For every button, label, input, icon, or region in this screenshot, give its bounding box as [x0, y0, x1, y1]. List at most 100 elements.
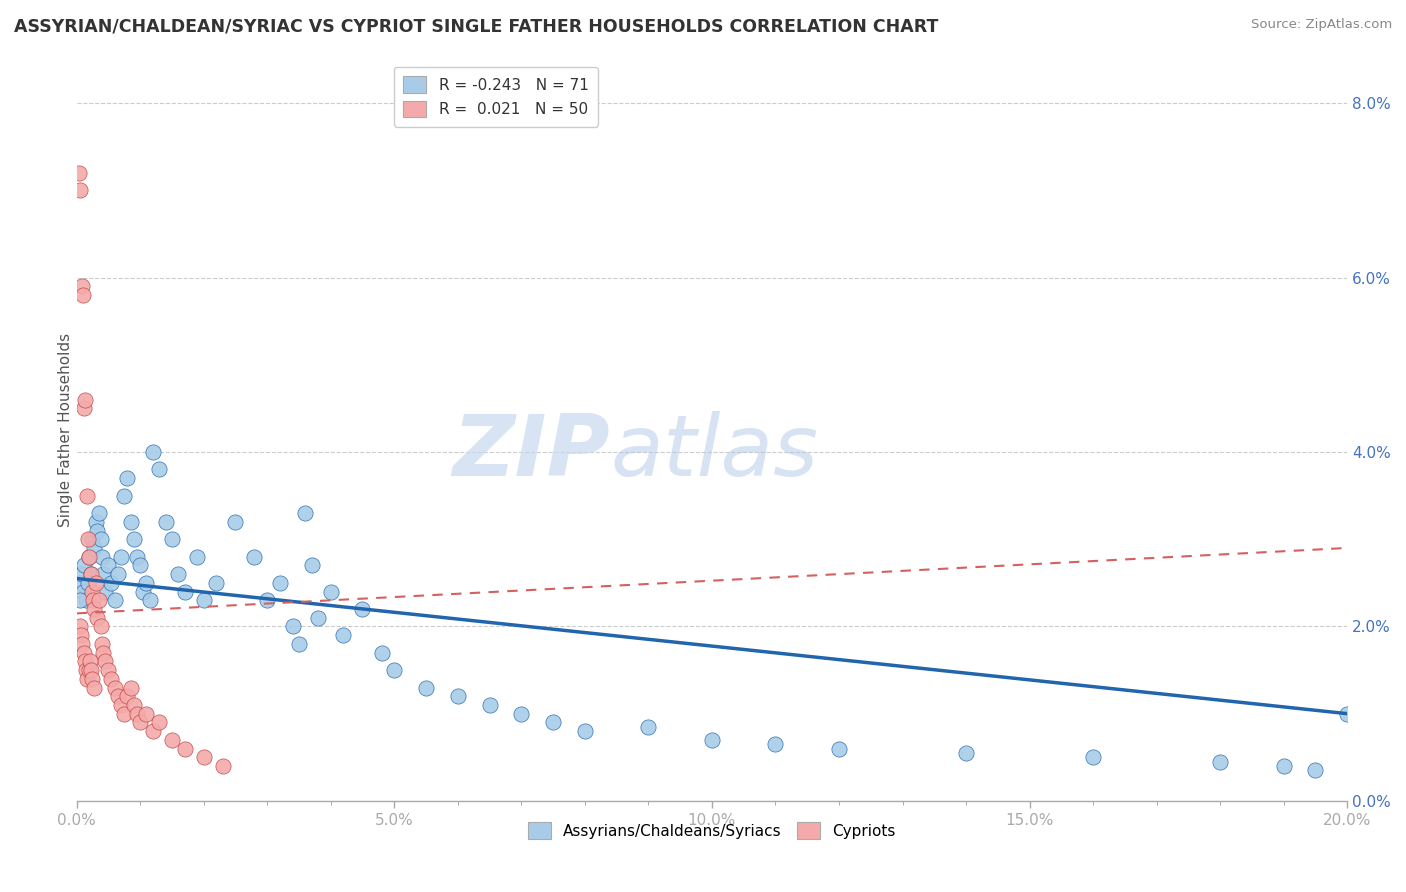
- Text: ZIP: ZIP: [453, 411, 610, 494]
- Point: [281, 619, 304, 633]
- Point: [94, 584, 117, 599]
- Point: [79, 567, 101, 582]
- Point: [160, 533, 183, 547]
- Point: [1336, 706, 1358, 721]
- Point: [82, 533, 104, 547]
- Point: [382, 663, 405, 677]
- Point: [828, 741, 851, 756]
- Point: [110, 549, 132, 564]
- Point: [70, 567, 93, 582]
- Point: [87, 593, 110, 607]
- Point: [69, 593, 91, 607]
- Point: [193, 593, 215, 607]
- Point: [319, 584, 342, 599]
- Point: [478, 698, 501, 712]
- Point: [84, 515, 107, 529]
- Point: [243, 549, 266, 564]
- Point: [73, 654, 96, 668]
- Point: [138, 593, 160, 607]
- Point: [637, 720, 659, 734]
- Point: [129, 558, 152, 573]
- Point: [132, 584, 155, 599]
- Point: [294, 506, 316, 520]
- Point: [97, 558, 120, 573]
- Point: [510, 706, 533, 721]
- Point: [73, 401, 96, 416]
- Point: [224, 515, 246, 529]
- Point: [70, 628, 93, 642]
- Text: ASSYRIAN/CHALDEAN/SYRIAC VS CYPRIOT SINGLE FATHER HOUSEHOLDS CORRELATION CHART: ASSYRIAN/CHALDEAN/SYRIAC VS CYPRIOT SING…: [14, 18, 938, 36]
- Point: [167, 567, 190, 582]
- Point: [332, 628, 354, 642]
- Point: [541, 715, 564, 730]
- Point: [447, 690, 470, 704]
- Point: [269, 575, 291, 590]
- Point: [142, 724, 165, 739]
- Point: [142, 445, 165, 459]
- Point: [120, 681, 142, 695]
- Point: [104, 593, 127, 607]
- Point: [84, 575, 107, 590]
- Point: [75, 663, 97, 677]
- Point: [75, 593, 97, 607]
- Point: [104, 681, 127, 695]
- Point: [72, 584, 94, 599]
- Point: [148, 715, 170, 730]
- Point: [193, 750, 215, 764]
- Point: [70, 279, 93, 293]
- Point: [80, 663, 103, 677]
- Point: [97, 663, 120, 677]
- Y-axis label: Single Father Households: Single Father Households: [58, 334, 73, 527]
- Point: [352, 602, 374, 616]
- Point: [765, 737, 787, 751]
- Point: [125, 706, 148, 721]
- Point: [205, 575, 228, 590]
- Point: [91, 549, 114, 564]
- Point: [75, 392, 97, 407]
- Point: [83, 602, 105, 616]
- Point: [72, 637, 94, 651]
- Point: [122, 533, 145, 547]
- Point: [69, 575, 91, 590]
- Point: [91, 637, 114, 651]
- Point: [77, 549, 100, 564]
- Point: [107, 690, 129, 704]
- Text: Source: ZipAtlas.com: Source: ZipAtlas.com: [1251, 18, 1392, 31]
- Point: [67, 166, 90, 180]
- Point: [117, 690, 139, 704]
- Point: [415, 681, 437, 695]
- Point: [100, 672, 122, 686]
- Point: [76, 489, 98, 503]
- Point: [79, 567, 101, 582]
- Point: [125, 549, 148, 564]
- Point: [112, 706, 135, 721]
- Point: [107, 567, 129, 582]
- Point: [211, 759, 233, 773]
- Point: [91, 646, 114, 660]
- Point: [76, 672, 98, 686]
- Point: [86, 524, 108, 538]
- Point: [82, 593, 104, 607]
- Point: [256, 593, 278, 607]
- Point: [1081, 750, 1104, 764]
- Point: [91, 567, 114, 582]
- Point: [1272, 759, 1295, 773]
- Point: [129, 715, 152, 730]
- Point: [148, 462, 170, 476]
- Point: [135, 706, 157, 721]
- Point: [173, 741, 195, 756]
- Point: [700, 732, 723, 747]
- Point: [77, 549, 100, 564]
- Point: [80, 584, 103, 599]
- Point: [69, 619, 91, 633]
- Point: [173, 584, 195, 599]
- Point: [72, 646, 94, 660]
- Point: [77, 575, 100, 590]
- Text: atlas: atlas: [610, 411, 818, 494]
- Point: [1209, 755, 1232, 769]
- Point: [186, 549, 208, 564]
- Point: [77, 663, 100, 677]
- Point: [94, 654, 117, 668]
- Point: [72, 288, 94, 302]
- Point: [117, 471, 139, 485]
